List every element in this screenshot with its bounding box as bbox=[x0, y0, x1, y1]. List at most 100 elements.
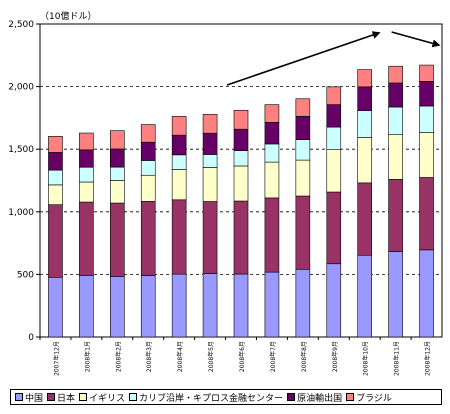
y-tick-label: 2,500 bbox=[8, 20, 34, 30]
bar-segment bbox=[202, 154, 218, 168]
bar-segment bbox=[388, 65, 403, 84]
bar-segment bbox=[79, 275, 94, 338]
bar-segment bbox=[419, 131, 434, 178]
x-tick-label: 2008年4月 bbox=[176, 341, 184, 372]
bar-segment bbox=[357, 110, 372, 138]
bar-segment bbox=[202, 273, 218, 338]
legend-item: ブラジル bbox=[346, 391, 392, 404]
bar-segment bbox=[326, 149, 342, 193]
bar-segment bbox=[326, 191, 342, 265]
bar-segment bbox=[202, 132, 218, 155]
bar-segment bbox=[79, 166, 94, 183]
y-tick-label: 2,000 bbox=[8, 83, 34, 93]
bar-segment bbox=[171, 116, 187, 136]
bar-segment bbox=[233, 109, 249, 130]
x-tick-label: 2008年1月 bbox=[83, 341, 91, 372]
bar-segment bbox=[357, 182, 372, 256]
bar-segment bbox=[326, 86, 342, 105]
x-tick-label: 2008年3月 bbox=[145, 341, 153, 372]
legend-swatch bbox=[287, 393, 296, 401]
bar-segment bbox=[48, 276, 63, 338]
bar-segment bbox=[171, 199, 187, 275]
y-axis-unit-label: （10億ドル） bbox=[40, 12, 97, 22]
bar-segment bbox=[388, 106, 403, 135]
bar-segment bbox=[140, 141, 156, 161]
bar-segment bbox=[110, 202, 125, 277]
bar-segment bbox=[79, 132, 94, 151]
bar-segment bbox=[264, 104, 280, 123]
legend-item: 原油輸出国 bbox=[287, 391, 342, 404]
bar-segment bbox=[295, 159, 311, 197]
bar-segment bbox=[48, 184, 63, 205]
x-tick-label: 2008年6月 bbox=[238, 341, 246, 372]
legend-label: イギリス bbox=[89, 393, 126, 404]
bar-segment bbox=[357, 254, 372, 338]
bar-segment bbox=[110, 148, 125, 168]
y-tick-label: 1,000 bbox=[8, 208, 34, 218]
bar-segment bbox=[357, 86, 372, 111]
bar-segment bbox=[264, 161, 280, 199]
bar-segment bbox=[110, 166, 125, 181]
bar-segment bbox=[357, 69, 372, 88]
bar-segment bbox=[419, 249, 434, 338]
bar-segment bbox=[48, 152, 63, 171]
bar-segment bbox=[202, 167, 218, 202]
bar-segment bbox=[295, 98, 311, 117]
chart-legend: 中国 日本 イギリス カリブ沿岸・キプロス金融センター 原油輸出国 ブラジル bbox=[10, 389, 442, 405]
bar-segment bbox=[171, 154, 187, 170]
bar-segment bbox=[202, 114, 218, 134]
bar-segment bbox=[140, 174, 156, 202]
bar-segment bbox=[48, 204, 63, 278]
legend-label: 中国 bbox=[25, 393, 44, 404]
legend-swatch bbox=[47, 393, 56, 401]
bar-segment bbox=[233, 165, 249, 202]
bar-segment bbox=[326, 263, 342, 338]
legend-label: カリブ沿岸・キプロス金融センター bbox=[139, 393, 284, 404]
bar-segment bbox=[419, 64, 434, 82]
bar-segment bbox=[388, 251, 403, 338]
legend-item: イギリス bbox=[79, 391, 125, 404]
legend-label: ブラジル bbox=[356, 393, 392, 404]
bar-segment bbox=[419, 105, 434, 133]
bar-segment bbox=[171, 169, 187, 201]
falling-trend-arrow bbox=[391, 31, 441, 48]
bar-segment bbox=[264, 143, 280, 163]
bar-segment bbox=[48, 136, 63, 153]
bar-segment bbox=[171, 273, 187, 338]
legend-label: 日本 bbox=[57, 393, 76, 404]
x-tick-label: 2007年12月 bbox=[52, 341, 60, 376]
y-tick-label: 500 bbox=[17, 270, 34, 280]
bar-segment bbox=[202, 201, 218, 274]
x-tick-label: 2008年9月 bbox=[331, 341, 339, 372]
bar-segment bbox=[48, 169, 63, 186]
bar-segment bbox=[295, 268, 311, 338]
legend-swatch bbox=[129, 393, 138, 401]
bar-segment bbox=[79, 181, 94, 203]
legend-swatch bbox=[346, 393, 355, 401]
legend-item: 中国 bbox=[15, 391, 43, 404]
legend-item: 日本 bbox=[47, 391, 75, 404]
bar-segment bbox=[264, 197, 280, 273]
bar-segment bbox=[233, 200, 249, 275]
bar-segment bbox=[295, 116, 311, 140]
bar-segment bbox=[140, 160, 156, 176]
bar-segment bbox=[171, 134, 187, 156]
bar-segment bbox=[79, 201, 94, 276]
x-tick-label: 2008年10月 bbox=[362, 341, 370, 376]
y-tick-label: 0 bbox=[28, 333, 34, 343]
bar-segment bbox=[326, 126, 342, 151]
rising-trend-arrow bbox=[226, 31, 381, 86]
bar-segment bbox=[419, 81, 434, 107]
bar-segment bbox=[233, 150, 249, 167]
bar-segment bbox=[326, 104, 342, 128]
bar-segment bbox=[140, 124, 156, 143]
bar-segment bbox=[110, 276, 125, 338]
bar-segment bbox=[264, 121, 280, 145]
x-tick-label: 2008年12月 bbox=[424, 341, 432, 376]
y-tick-label: 1,500 bbox=[8, 145, 34, 155]
bar-segment bbox=[419, 177, 434, 251]
legend-item: カリブ沿岸・キプロス金融センター bbox=[129, 391, 283, 404]
bar-segment bbox=[295, 139, 311, 161]
legend-label: 原油輸出国 bbox=[297, 393, 343, 404]
